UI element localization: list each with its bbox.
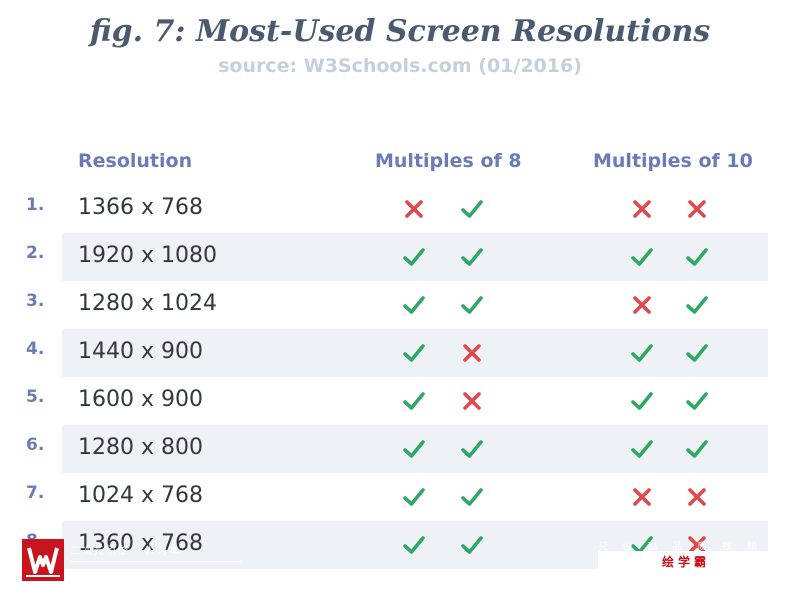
row-resolution: 1360 x 768 <box>78 531 203 556</box>
table-row: 7. 1024 x 768 <box>0 473 800 521</box>
check-icon <box>402 245 426 269</box>
check-icon <box>402 533 426 557</box>
header-multiples-of-8: Multiples of 8 <box>375 150 522 172</box>
figure-source: source: W3Schools.com (01/2016) <box>218 55 582 77</box>
row-resolution: 1024 x 768 <box>78 483 203 508</box>
check-icon <box>460 437 484 461</box>
header-multiples-of-10: Multiples of 10 <box>593 150 753 172</box>
row-resolution: 1280 x 800 <box>78 435 203 460</box>
row-number: 7. <box>26 483 45 503</box>
cross-icon <box>460 389 484 413</box>
check-icon <box>630 341 654 365</box>
table-row: 3. 1280 x 1024 <box>0 281 800 329</box>
check-icon <box>460 485 484 509</box>
cross-icon <box>630 197 654 221</box>
watermark-left-text: 二次元引擎 · 人为本 <box>70 546 181 557</box>
row-resolution: 1600 x 900 <box>78 387 203 412</box>
table-row: 2. 1920 x 1080 <box>0 233 800 281</box>
check-icon <box>685 293 709 317</box>
cross-icon <box>685 197 709 221</box>
row-resolution: 1280 x 1024 <box>78 291 217 316</box>
table-row: 4. 1440 x 900 <box>0 329 800 377</box>
row-number: 6. <box>26 435 45 455</box>
row-resolution: 1366 x 768 <box>78 195 203 220</box>
cross-icon <box>685 533 709 557</box>
check-icon <box>402 389 426 413</box>
figure-title: fig. 7: Most-Used Screen Resolutions <box>89 14 711 49</box>
watermark-brand-box <box>598 551 768 569</box>
watermark-underline <box>70 561 242 562</box>
check-icon <box>685 389 709 413</box>
row-number: 3. <box>26 291 45 311</box>
check-icon <box>402 341 426 365</box>
row-number: 4. <box>26 339 45 359</box>
check-icon <box>630 389 654 413</box>
check-icon <box>402 293 426 317</box>
header-resolution: Resolution <box>78 150 193 172</box>
cross-icon <box>630 485 654 509</box>
row-number: 1. <box>26 195 45 215</box>
check-icon <box>402 485 426 509</box>
cross-icon <box>685 485 709 509</box>
table-row: 1. 1366 x 768 <box>0 185 800 233</box>
check-icon <box>460 245 484 269</box>
cross-icon <box>460 341 484 365</box>
row-number: 5. <box>26 387 45 407</box>
check-icon <box>630 437 654 461</box>
watermark-right-text: 只 做 高 品 质 视 频 总 教 <box>598 542 800 553</box>
cross-icon <box>630 293 654 317</box>
check-icon <box>460 533 484 557</box>
row-resolution: 1920 x 1080 <box>78 243 217 268</box>
row-number: 2. <box>26 243 45 263</box>
check-icon <box>630 245 654 269</box>
check-icon <box>460 197 484 221</box>
watermark-brand: 绘学霸 <box>662 555 711 569</box>
row-resolution: 1440 x 900 <box>78 339 203 364</box>
table-row: 6. 1280 x 800 <box>0 425 800 473</box>
table-row: 5. 1600 x 900 <box>0 377 800 425</box>
check-icon <box>685 437 709 461</box>
w-logo-icon <box>22 539 64 581</box>
check-icon <box>685 341 709 365</box>
cross-icon <box>402 197 426 221</box>
check-icon <box>685 245 709 269</box>
check-icon <box>402 437 426 461</box>
check-icon <box>460 293 484 317</box>
